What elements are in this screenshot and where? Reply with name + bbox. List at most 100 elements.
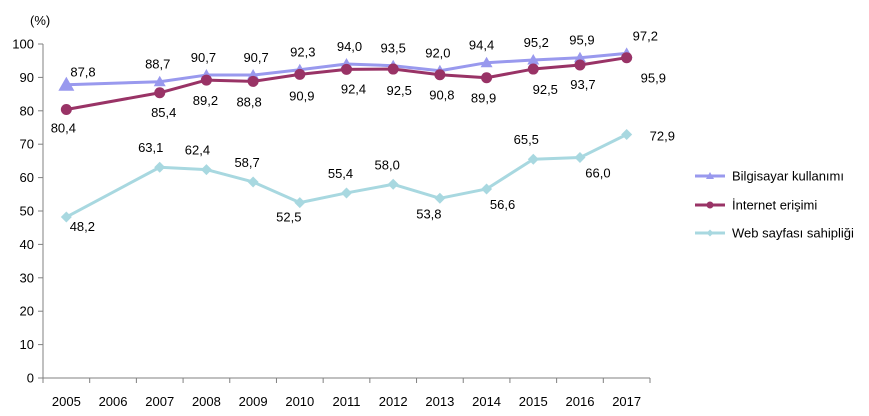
y-tick-label: 80	[20, 103, 34, 118]
legend-label: Web sayfası sahipliği	[732, 226, 854, 241]
data-label: 88,7	[145, 57, 170, 72]
series-2	[60, 52, 633, 115]
legend-label: İnternet erişimi	[732, 198, 817, 213]
y-tick-label: 20	[20, 304, 34, 319]
data-label: 55,4	[328, 166, 353, 181]
data-point	[341, 63, 352, 75]
x-tick-label: 2009	[239, 394, 268, 409]
data-labels-layer: 87,8 88,7 90,7 90,7 92,3 94,0 93,5 92,0 94,4 95,2…	[51, 28, 675, 234]
y-tick-label: 60	[20, 170, 34, 185]
series-3	[60, 129, 633, 223]
data-label: 90,7	[191, 50, 216, 65]
data-point	[294, 68, 306, 80]
data-point	[574, 152, 586, 164]
series-line	[66, 56, 627, 111]
data-label: 92,5	[387, 83, 412, 98]
data-label: 85,4	[151, 105, 176, 120]
data-point	[60, 103, 72, 115]
data-label: 92,3	[290, 45, 315, 60]
data-point	[153, 75, 166, 87]
y-tick-label: 40	[20, 237, 34, 252]
x-tick-label: 2017	[612, 394, 641, 409]
data-label: 94,0	[337, 39, 362, 54]
data-point	[621, 52, 633, 64]
y-axis-unit-label: (%)	[30, 13, 50, 28]
data-label: 97,2	[633, 28, 658, 43]
data-label: 92,4	[341, 81, 366, 96]
series-layer	[58, 47, 633, 223]
data-point	[387, 63, 399, 75]
legend-marker	[706, 201, 714, 209]
legend-item: Bilgisayar kullanımı	[695, 169, 844, 184]
data-label: 48,2	[70, 219, 95, 234]
y-tick-label: 0	[27, 371, 34, 386]
data-point	[200, 164, 212, 176]
data-label: 80,4	[51, 120, 76, 135]
data-label: 62,4	[185, 143, 210, 158]
x-axis-ticks: 2005 2006 2007 2008 2009 2010 2011 2012 2013 2014…	[42, 378, 651, 409]
x-tick-label: 2013	[425, 394, 454, 409]
x-tick-label: 2008	[192, 394, 221, 409]
data-point	[527, 63, 539, 75]
x-tick-label: 2011	[333, 394, 361, 409]
x-tick-label: 2006	[99, 394, 128, 409]
data-label: 53,8	[416, 206, 441, 221]
legend-item: İnternet erişimi	[695, 198, 817, 213]
data-point	[434, 192, 446, 204]
data-point	[294, 197, 306, 209]
data-point	[154, 161, 166, 173]
data-label: 93,7	[570, 77, 595, 92]
y-tick-label: 90	[20, 70, 34, 85]
data-label: 89,2	[193, 93, 218, 108]
data-point	[573, 51, 586, 63]
data-point	[527, 153, 539, 165]
legend-marker	[706, 229, 714, 237]
data-label: 90,9	[289, 88, 314, 103]
data-point	[200, 74, 212, 86]
data-point	[574, 59, 586, 71]
y-tick-label: 70	[20, 137, 34, 152]
data-label: 89,9	[471, 91, 496, 106]
legend-item: Web sayfası sahipliği	[695, 226, 854, 241]
data-point	[527, 54, 540, 65]
data-label: 88,8	[236, 94, 261, 109]
data-label: 65,5	[514, 132, 539, 147]
data-label: 66,0	[585, 166, 610, 181]
data-point	[154, 87, 166, 99]
x-tick-label: 2016	[566, 394, 595, 409]
y-tick-label: 10	[20, 337, 34, 352]
data-point	[58, 76, 75, 91]
data-point	[247, 176, 259, 188]
y-tick-label: 30	[20, 270, 34, 285]
data-label: 92,5	[533, 82, 558, 97]
y-axis-ticks: 0 10 20 30 40 50 60 70 80 90 100	[12, 37, 43, 386]
legend: Bilgisayar kullanımı İnternet erişimi Web …	[695, 169, 854, 241]
data-label: 52,5	[276, 210, 301, 225]
data-label: 63,1	[138, 140, 163, 155]
x-tick-label: 2007	[145, 394, 174, 409]
data-label: 90,8	[429, 88, 454, 103]
x-tick-label: 2015	[519, 394, 548, 409]
data-label: 93,5	[381, 41, 406, 56]
data-label: 72,9	[650, 129, 675, 144]
x-tick-label: 2012	[379, 394, 408, 409]
data-label: 94,4	[469, 38, 494, 53]
legend-marker	[706, 172, 714, 179]
series-line	[65, 133, 628, 219]
legend-label: Bilgisayar kullanımı	[732, 169, 844, 184]
data-label: 95,9	[641, 71, 666, 86]
x-tick-label: 2005	[52, 394, 81, 409]
data-point	[434, 69, 446, 81]
data-point	[60, 211, 72, 223]
x-tick-label: 2014	[472, 394, 501, 409]
data-label: 92,0	[425, 46, 450, 61]
y-tick-label: 50	[20, 204, 34, 219]
data-point	[481, 183, 493, 195]
data-label: 58,0	[375, 157, 400, 172]
data-point	[247, 75, 259, 87]
y-tick-label: 100	[12, 37, 34, 52]
data-point	[481, 72, 493, 84]
data-point	[341, 187, 352, 199]
